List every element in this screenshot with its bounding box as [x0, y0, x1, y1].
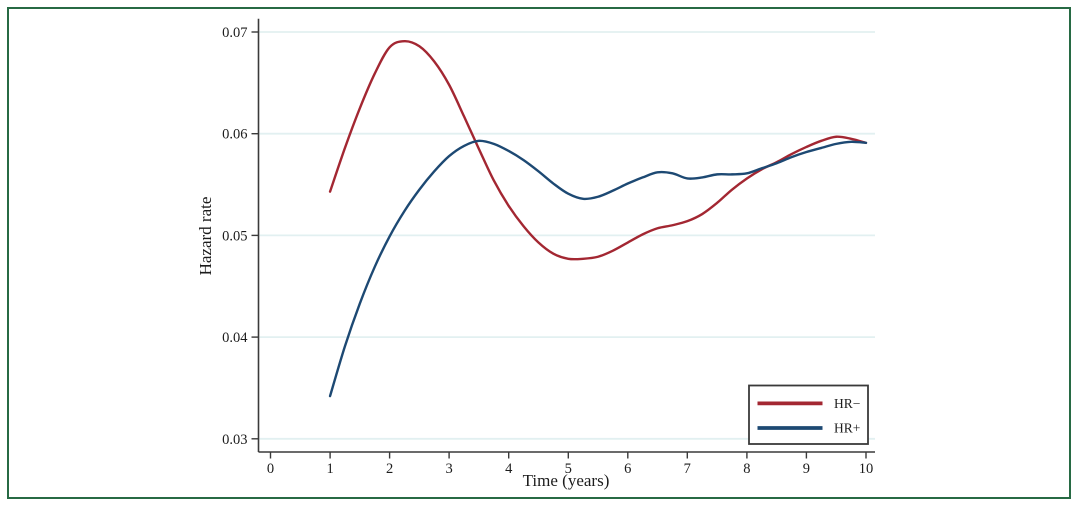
y-axis-tick-label: 0.04	[222, 330, 248, 346]
legend-label-hr-plus: HR+	[834, 421, 860, 436]
series-line-hr-minus	[328, 39, 868, 261]
figure-border	[7, 7, 1071, 499]
x-axis-tick-label: 1	[326, 461, 333, 477]
x-axis-tick-label: 3	[445, 461, 452, 477]
x-axis-tick-label: 5	[565, 461, 572, 477]
y-axis-tick-label: 0.05	[222, 228, 247, 244]
x-axis-tick-label: 2	[386, 461, 393, 477]
gridlines-layer	[259, 31, 875, 440]
x-axis-tick-label: 4	[505, 461, 513, 477]
legend-label-hr-minus: HR−	[834, 396, 860, 411]
x-axis-tick-label: 9	[803, 461, 810, 477]
legend: HR− HR+	[748, 384, 869, 445]
x-axis-tick-label: 7	[684, 461, 691, 477]
axes-layer: 0.03 0.04 0.05 0.06 0.07 0 1 2 3 4 5 6 7 8 9 10	[222, 18, 875, 477]
y-axis-tick-label: 0.03	[222, 432, 247, 448]
x-axis-tick-label: 6	[624, 461, 631, 477]
series-layer	[328, 39, 868, 398]
x-axis-title: Time (years)	[523, 471, 610, 490]
y-axis-tick-label: 0.06	[222, 127, 247, 143]
x-axis-tick-label: 0	[267, 461, 274, 477]
series-line-hr-plus	[328, 139, 868, 398]
legend-box	[748, 384, 869, 445]
x-axis-tick-label: 8	[743, 461, 750, 477]
y-axis-title: Hazard rate	[196, 197, 215, 276]
x-axis-tick-label: 10	[859, 461, 874, 477]
y-axis-tick-label: 0.07	[222, 25, 247, 41]
